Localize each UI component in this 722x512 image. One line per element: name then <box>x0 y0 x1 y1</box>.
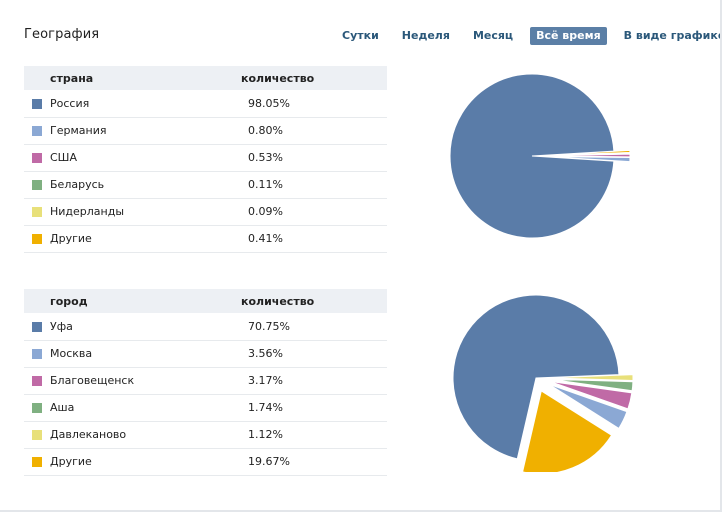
column-header-count: количество <box>241 289 387 313</box>
legend-swatch <box>32 234 42 244</box>
tab-week[interactable]: Неделя <box>401 29 450 42</box>
column-header-count: количество <box>241 66 387 90</box>
city-name: Давлеканово <box>50 421 241 449</box>
city-value: 1.74% <box>241 394 387 422</box>
country-name: Беларусь <box>50 171 241 199</box>
table-row: Россия 98.05% <box>24 90 387 118</box>
legend-swatch <box>32 403 42 413</box>
country-name: Другие <box>50 225 241 253</box>
city-slice-Другие <box>522 390 613 472</box>
table-row: Москва 3.56% <box>24 340 387 368</box>
tab-all-time[interactable]: Всё время <box>530 27 607 45</box>
legend-swatch <box>32 207 42 217</box>
city-name: Благовещенск <box>50 367 241 395</box>
tab-charts-view[interactable]: В виде графиков <box>623 29 722 42</box>
legend-swatch <box>32 430 42 440</box>
country-pie-chart <box>449 73 631 239</box>
table-row: Другие 19.67% <box>24 448 387 476</box>
city-slice-Уфа <box>452 294 620 460</box>
legend-swatch <box>32 153 42 163</box>
countries-table: страна количество Россия 98.05% Германия… <box>24 66 387 253</box>
city-slice-Благовещенск <box>549 380 633 410</box>
table-row: Давлеканово 1.12% <box>24 421 387 449</box>
legend-swatch <box>32 376 42 386</box>
legend-swatch <box>32 321 42 332</box>
cities-table: город количество Уфа 70.75% Москва 3.56%… <box>24 289 387 476</box>
table-header-row: город количество <box>24 289 387 313</box>
column-header-country: страна <box>50 66 241 90</box>
city-slice-Москва <box>548 383 628 430</box>
table-row: Другие 0.41% <box>24 225 387 253</box>
country-name: Германия <box>50 117 241 145</box>
tab-month[interactable]: Месяц <box>472 29 514 42</box>
city-value: 3.17% <box>241 367 387 395</box>
country-name: Россия <box>50 90 241 118</box>
legend-swatch <box>32 126 42 136</box>
country-value: 0.80% <box>241 117 387 145</box>
city-value: 1.12% <box>241 421 387 449</box>
city-value: 3.56% <box>241 340 387 368</box>
city-slice-Аша <box>549 378 634 392</box>
table-row: Беларусь 0.11% <box>24 171 387 199</box>
legend-swatch <box>32 180 42 190</box>
country-value: 0.11% <box>241 171 387 199</box>
table-row: Аша 1.74% <box>24 394 387 422</box>
column-header-city: город <box>50 289 241 313</box>
table-row: США 0.53% <box>24 144 387 172</box>
table-row: Нидерланды 0.09% <box>24 198 387 226</box>
table-header-row: страна количество <box>24 66 387 90</box>
table-row: Уфа 70.75% <box>24 313 387 341</box>
period-tabs: Сутки Неделя Месяц Всё время В виде граф… <box>336 27 722 45</box>
city-pie-chart <box>452 294 634 472</box>
country-value: 0.09% <box>241 198 387 226</box>
table-row: Германия 0.80% <box>24 117 387 145</box>
country-slice-США <box>547 153 631 158</box>
country-name: Нидерланды <box>50 198 241 226</box>
city-name: Аша <box>50 394 241 422</box>
city-slice-Давлеканово <box>549 374 634 381</box>
legend-swatch <box>32 349 42 359</box>
city-name: Москва <box>50 340 241 368</box>
country-value: 98.05% <box>241 90 387 118</box>
city-name: Уфа <box>50 313 241 341</box>
country-slice-Россия <box>449 73 615 239</box>
city-value: 70.75% <box>241 313 387 341</box>
country-value: 0.53% <box>241 144 387 172</box>
country-value: 0.41% <box>241 225 387 253</box>
city-value: 19.67% <box>241 448 387 476</box>
page-title: География <box>24 27 100 42</box>
tab-day[interactable]: Сутки <box>342 29 379 42</box>
country-name: США <box>50 144 241 172</box>
city-name: Другие <box>50 448 241 476</box>
legend-swatch <box>32 457 42 467</box>
table-row: Благовещенск 3.17% <box>24 367 387 395</box>
legend-swatch <box>32 98 42 109</box>
